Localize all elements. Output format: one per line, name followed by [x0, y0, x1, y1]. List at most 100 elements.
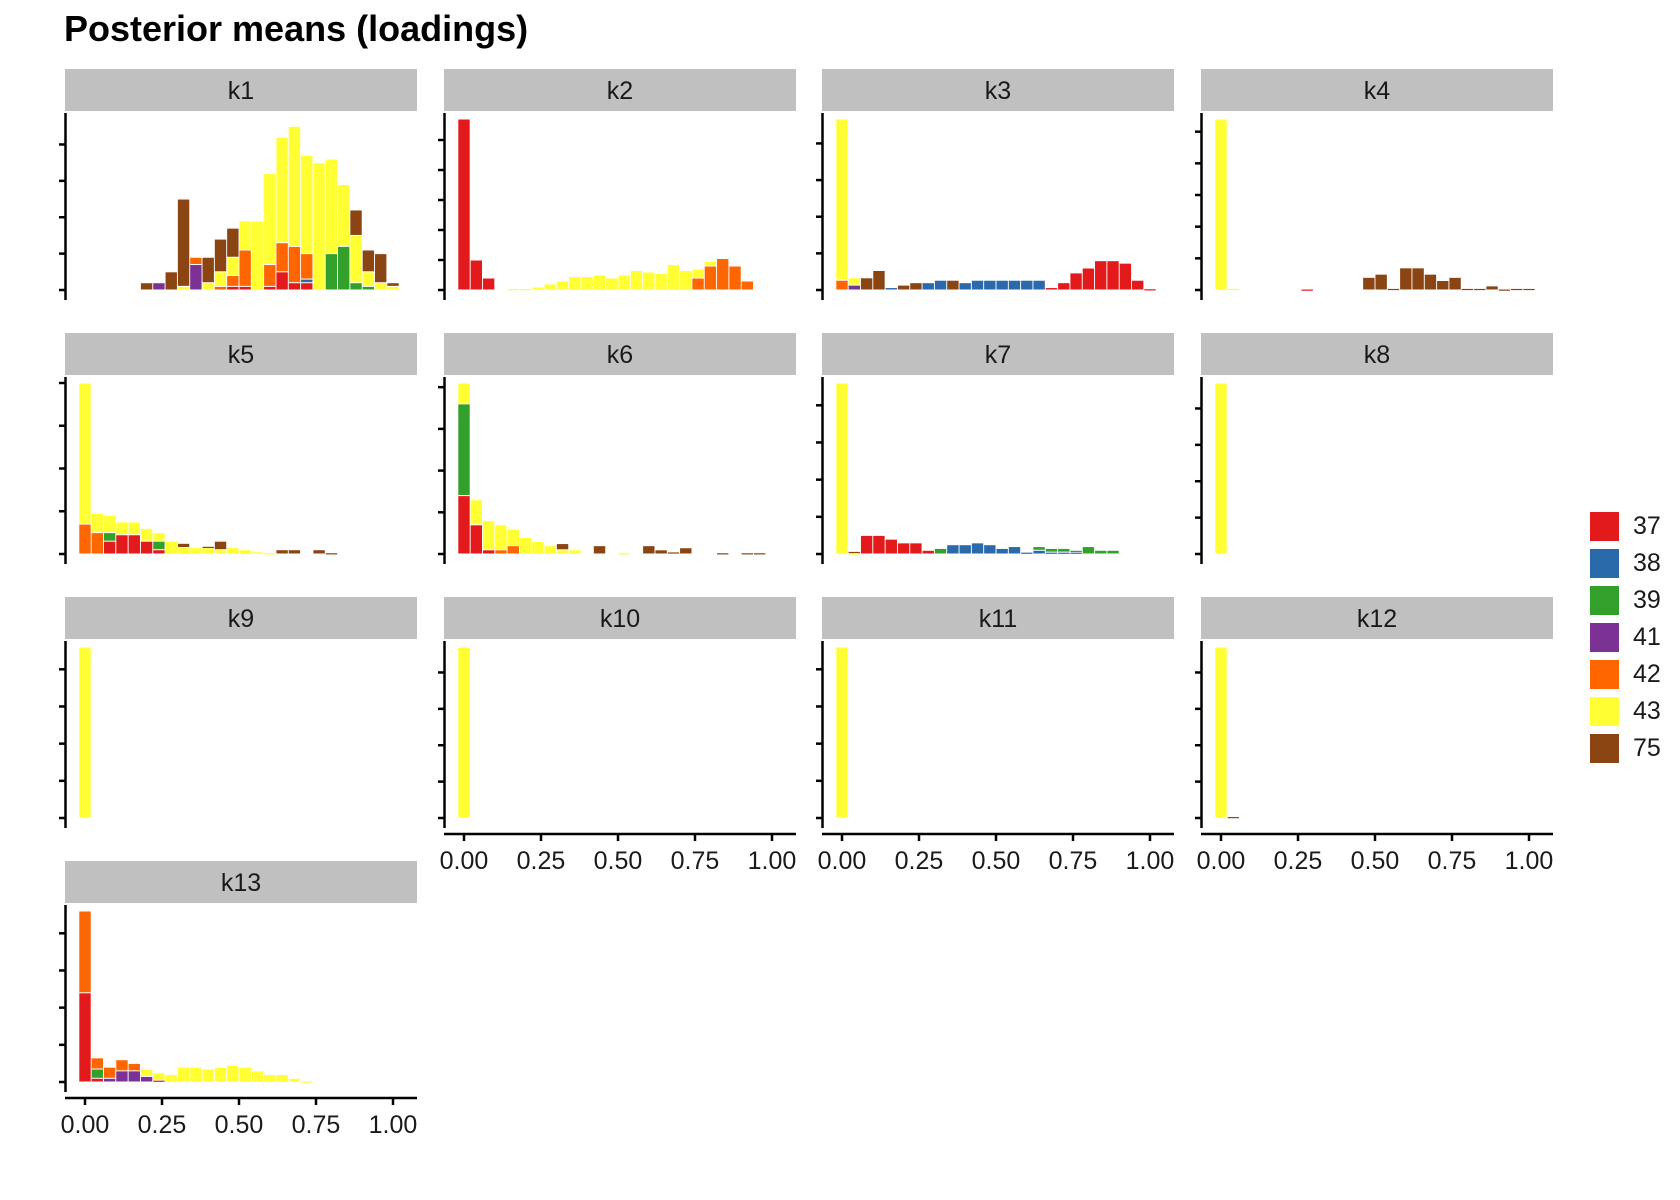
facet-strip	[65, 597, 417, 639]
bar-segment-75	[276, 550, 288, 554]
legend-key-38	[1590, 549, 1619, 578]
facet-k13: k13 0.00 0.25 0.50 0.75 1.00	[59, 861, 417, 1139]
bar-segment-38	[984, 545, 996, 554]
x-tick-label: 0.50	[1351, 847, 1400, 875]
bar-segment-43	[495, 525, 507, 550]
bar-segment-37	[1107, 261, 1119, 290]
bar-segment-43	[227, 257, 239, 275]
bar-segment-43	[251, 552, 264, 554]
x-tick-label: 0.75	[1428, 847, 1477, 875]
bar-segment-37	[910, 543, 922, 554]
x-tick-label: 0.25	[517, 847, 566, 875]
bar-segment-42	[507, 546, 519, 554]
bar-segment-43	[630, 271, 643, 290]
bar-segment-37	[1082, 268, 1095, 290]
bar-segment-75	[1510, 288, 1523, 291]
bar-segment-37	[301, 283, 313, 290]
bar-segment-37	[1058, 283, 1070, 290]
bar-segment-43	[202, 283, 214, 290]
legend-label: 39	[1633, 586, 1661, 614]
bar-segment-43	[227, 548, 239, 554]
legend-label: 43	[1633, 697, 1661, 725]
bar-segment-43	[79, 647, 91, 818]
facet-strip-label: k9	[228, 605, 254, 633]
bar-segment-43	[140, 528, 153, 541]
bar-segment-42	[91, 533, 104, 554]
x-tick-label: 0.25	[1274, 847, 1323, 875]
bar-segment-43	[482, 521, 495, 550]
legend-item-39: 39	[1590, 582, 1661, 619]
x-tick-label: 0.75	[292, 1111, 341, 1139]
facet-strip	[822, 69, 1174, 111]
bar-segment-41	[153, 283, 165, 290]
bar-segment-43	[544, 546, 556, 554]
bar-segment-43	[569, 277, 581, 290]
bar-segment-43	[532, 287, 544, 290]
x-tick-label: 0.00	[440, 847, 489, 875]
bar-segment-37	[1301, 289, 1313, 291]
bar-segment-43	[519, 289, 532, 291]
bar-segment-37	[227, 286, 239, 290]
bar-segment-39	[153, 541, 165, 550]
bar-segment-42	[128, 1063, 140, 1071]
bar-segment-42	[264, 265, 276, 286]
bar-segment-75	[202, 546, 214, 549]
bar-segment-43	[264, 174, 276, 265]
bar-segment-43	[276, 1075, 288, 1082]
legend-label: 42	[1633, 660, 1661, 688]
bar-segment-43	[1215, 383, 1227, 554]
facet-k6: k6	[438, 333, 796, 564]
bar-segment-38	[947, 545, 959, 554]
bar-segment-37	[103, 541, 116, 554]
bar-segment-75	[165, 272, 177, 290]
x-tick-label: 1.00	[369, 1111, 418, 1139]
bar-segment-43	[667, 265, 680, 290]
bar-segment-75	[897, 285, 910, 290]
bar-segment-43	[251, 221, 264, 290]
bar-segment-43	[214, 550, 227, 554]
bar-segment-37	[470, 525, 483, 554]
facet-strip-label: k11	[979, 605, 1017, 633]
bar-segment-43	[374, 283, 387, 290]
bar-segment-43	[313, 163, 325, 290]
bar-segment-43	[556, 550, 569, 554]
bar-segment-43	[91, 513, 104, 533]
facet-k2: k2	[438, 69, 796, 300]
bar-segment-41	[848, 285, 861, 290]
bar-segment-38	[959, 545, 971, 554]
bar-segment-43	[301, 1081, 313, 1083]
facet-k3: k3	[816, 69, 1174, 300]
facet-k1: k1	[59, 69, 417, 300]
bar-segment-43	[264, 553, 276, 555]
x-tick-label: 0.50	[215, 1111, 264, 1139]
facet-k9: k9	[59, 597, 417, 828]
bar-segment-75	[387, 283, 399, 286]
facet-strip	[1201, 69, 1553, 111]
bar-segment-42	[276, 243, 288, 272]
bar-segment-43	[177, 286, 190, 290]
bar-segment-37	[288, 283, 301, 290]
bar-segment-75	[1474, 288, 1486, 291]
bar-segment-43	[655, 274, 667, 290]
bar-segment-39	[103, 533, 116, 541]
bar-segment-43	[264, 1075, 276, 1082]
facet-strip	[65, 333, 417, 375]
bar-segment-43	[532, 541, 544, 554]
bar-segment-75	[177, 543, 190, 548]
bar-segment-41	[128, 1071, 140, 1082]
bar-segment-43	[618, 275, 630, 290]
bar-segment-37	[885, 539, 897, 554]
bar-segment-42	[91, 1058, 104, 1069]
bar-segment-43	[190, 548, 202, 554]
bar-segment-38	[1008, 280, 1021, 290]
bar-segment-75	[753, 553, 766, 555]
bar-segment-75	[214, 239, 227, 272]
bar-segment-43	[325, 159, 338, 254]
bar-segment-42	[717, 259, 729, 290]
x-tick-label: 0.75	[671, 847, 720, 875]
facet-strip-label: k12	[1357, 605, 1397, 633]
facet-strip-label: k2	[607, 77, 633, 105]
facet-strip	[822, 333, 1174, 375]
bar-segment-75	[288, 550, 301, 554]
bar-segment-37	[1119, 263, 1132, 290]
